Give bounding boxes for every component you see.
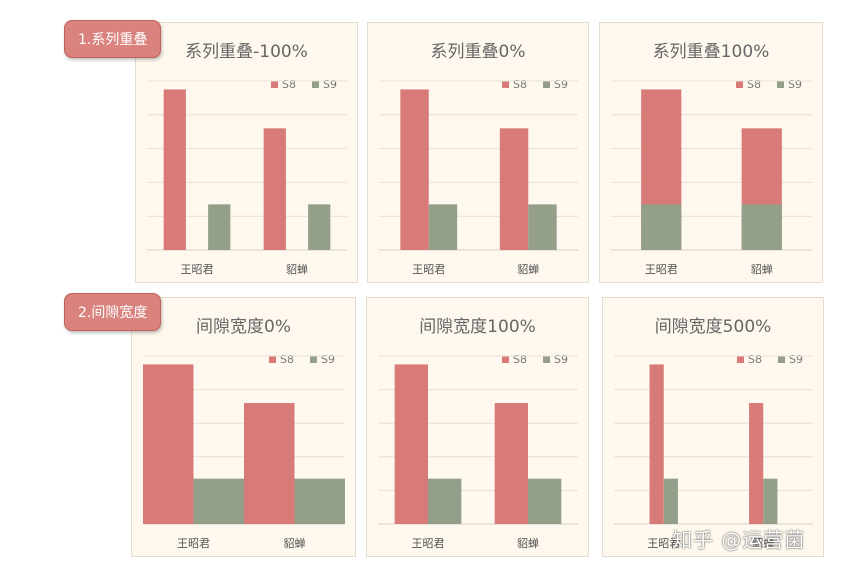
bar-s9-2 — [763, 478, 778, 524]
bar-s9-1 — [428, 204, 458, 250]
bar-s8-2 — [263, 128, 286, 250]
bar-s9-1 — [428, 478, 462, 524]
bar-s9-2 — [741, 204, 782, 250]
legend-swatch-s8 — [502, 356, 510, 363]
legend-swatch-s9 — [777, 81, 785, 88]
category-label: 貂蝉 — [752, 536, 774, 550]
category-label: 王昭君 — [181, 263, 214, 276]
legend-swatch-s8 — [269, 356, 277, 363]
chart-title: 系列重叠100% — [652, 42, 770, 62]
bar-s8-1 — [163, 89, 186, 250]
legend-swatch-s9 — [778, 356, 786, 363]
chart-title: 间隙宽度100% — [419, 317, 536, 337]
bar-s8-1 — [394, 364, 428, 524]
bar-s9-1 — [208, 204, 231, 250]
chart-panel-1: 系列重叠-100% S8 S9 王昭君 貂蝉 — [135, 22, 358, 283]
chart-panel-6: 间隙宽度500% S8 S9 王昭君 貂蝉 — [602, 297, 824, 557]
bar-s8-1 — [649, 364, 664, 524]
watermark: 知乎 @运营菌 — [672, 528, 806, 552]
category-label: 王昭君 — [647, 537, 680, 550]
bar-s9-2 — [528, 478, 562, 524]
legend-swatch-s9 — [543, 356, 551, 363]
legend-swatch-s9 — [310, 356, 318, 363]
chart-panel-4: 间隙宽度0% S8 S9 王昭君 貂蝉 — [131, 297, 356, 557]
section-tag-gap-width: 2.间隙宽度 — [64, 293, 162, 331]
chart-svg: 王昭君 貂蝉 — [378, 355, 578, 550]
bar-s9-1 — [641, 204, 682, 250]
chart-svg: 王昭君 貂蝉 — [611, 80, 812, 276]
bar-s9-2 — [294, 478, 345, 524]
bar-s8-1 — [400, 89, 429, 250]
legend-swatch-s8 — [271, 81, 279, 88]
bar-s8-2 — [244, 403, 295, 524]
bar-s8-2 — [749, 403, 764, 524]
chart-panel-2: 系列重叠0% S8 S9 王昭君 貂蝉 — [367, 22, 589, 283]
bar-s8-2 — [499, 128, 529, 250]
legend-swatch-s8 — [737, 356, 745, 363]
legend-swatch-s9 — [543, 81, 551, 88]
category-label: 王昭君 — [412, 537, 445, 550]
category-label: 貂蝉 — [517, 262, 539, 276]
bar-s9-2 — [528, 204, 557, 250]
chart-svg: 王昭君 貂蝉 — [143, 355, 345, 550]
bar-s8-2 — [494, 403, 528, 524]
section-tag-series-overlap: 1.系列重叠 — [64, 20, 162, 58]
bar-s9-2 — [308, 204, 331, 250]
chart-svg: 王昭君 貂蝉 — [379, 80, 578, 276]
chart-svg: 王昭君 貂蝉 — [147, 80, 347, 276]
category-label: 貂蝉 — [286, 262, 308, 276]
bar-s9-1 — [663, 478, 678, 524]
category-label: 王昭君 — [177, 537, 210, 550]
chart-title: 间隙宽度500% — [654, 317, 772, 337]
chart-svg: 王昭君 貂蝉 — [614, 355, 813, 550]
category-label: 貂蝉 — [517, 536, 539, 550]
category-label: 王昭君 — [645, 263, 678, 276]
chart-panel-3: 系列重叠100% S8 S9 王昭君 貂蝉 — [599, 22, 823, 283]
category-label: 王昭君 — [412, 263, 445, 276]
legend-swatch-s8 — [736, 81, 744, 88]
chart-title: 间隙宽度0% — [196, 317, 291, 337]
chart-title: 系列重叠-100% — [185, 42, 308, 62]
legend-swatch-s9 — [312, 81, 320, 88]
bar-s9-1 — [193, 478, 244, 524]
bar-s8-1 — [143, 364, 194, 524]
category-label: 貂蝉 — [284, 536, 306, 550]
category-label: 貂蝉 — [751, 262, 773, 276]
legend-swatch-s8 — [502, 81, 510, 88]
chart-title: 系列重叠0% — [430, 42, 526, 62]
chart-panel-5: 间隙宽度100% S8 S9 王昭君 貂蝉 — [366, 297, 589, 557]
